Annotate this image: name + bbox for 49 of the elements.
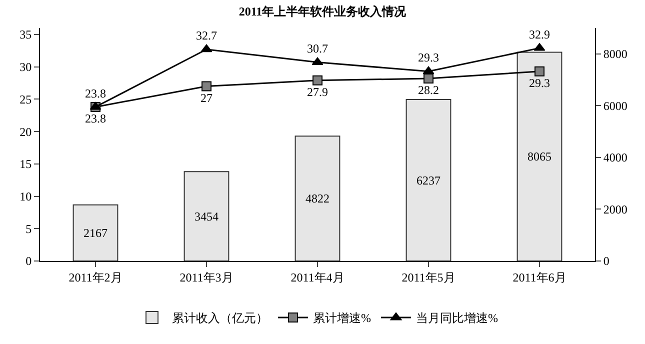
data-label: 23.8: [85, 112, 106, 126]
bar: [294, 136, 340, 261]
data-label: 32.9: [529, 27, 550, 42]
y-tick-label: 20: [20, 124, 32, 139]
x-tick-label: 2011年6月: [512, 270, 566, 284]
data-label: 29.3: [418, 50, 439, 65]
bar: [184, 171, 230, 261]
data-label: 27: [200, 90, 212, 105]
x-tick-label: 2011年5月: [402, 270, 456, 284]
y-tick-label: 5: [26, 222, 32, 236]
chart-title: 2011年上半年软件业务收入情况: [238, 4, 408, 18]
data-label: 32.7: [196, 28, 217, 43]
bar: [516, 52, 562, 261]
data-label: 29.3: [529, 76, 550, 90]
data-label: 2167: [84, 226, 108, 240]
point: [202, 81, 212, 92]
data-label: 6237: [416, 173, 440, 188]
point: [424, 73, 434, 84]
point: [422, 66, 434, 74]
point: [312, 75, 322, 86]
legend-label: 累计增速%: [313, 311, 371, 326]
y2-tick-label: 8000: [603, 47, 628, 62]
y-tick-label: 0: [26, 254, 32, 268]
y-tick-label: 35: [20, 28, 32, 42]
data-label: 8065: [528, 150, 552, 164]
point: [312, 57, 324, 66]
bar: [72, 204, 118, 261]
point: [200, 44, 212, 52]
x-tick-label: 2011年4月: [290, 270, 344, 284]
data-label: 28.2: [418, 83, 439, 98]
y2-tick-label: 2000: [603, 202, 628, 216]
bar: [406, 99, 452, 261]
data-label: 27.9: [307, 85, 328, 100]
data-label: 23.8: [85, 86, 106, 100]
data-label: 30.7: [307, 42, 328, 56]
y2-tick-label: 6000: [603, 98, 628, 113]
y-tick-label: 25: [20, 92, 32, 106]
y2-tick-label: 4000: [603, 150, 628, 165]
y2-tick-label: 0: [603, 254, 610, 268]
legend-label: 累计收入（亿元）: [172, 311, 268, 326]
y-tick-label: 10: [20, 189, 32, 204]
x-tick-label: 2011年3月: [180, 270, 234, 284]
legend-label: 当月同比增速%: [416, 311, 498, 326]
x-tick-label: 2011年2月: [68, 270, 122, 284]
y-tick-label: 30: [20, 60, 32, 74]
data-label: 4822: [306, 192, 330, 206]
point: [534, 66, 544, 76]
y-tick-label: 15: [20, 157, 32, 172]
data-label: 3454: [194, 209, 218, 224]
